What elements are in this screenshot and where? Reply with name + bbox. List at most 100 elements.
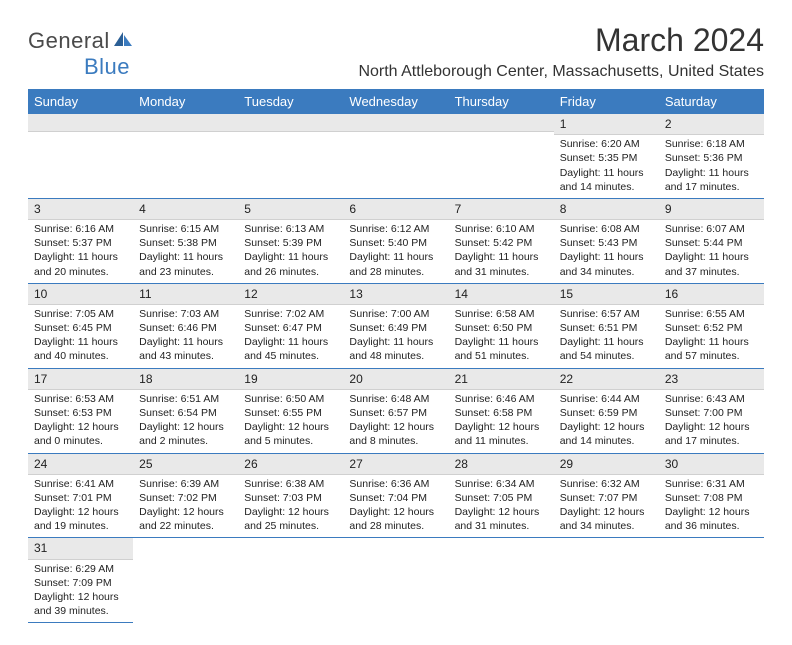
- day-cell: [238, 114, 343, 198]
- sunrise-text: Sunrise: 6:32 AM: [560, 477, 653, 491]
- day-cell: [449, 538, 554, 623]
- day-number: 14: [449, 284, 554, 305]
- daylight-line2: and 17 minutes.: [665, 434, 758, 448]
- day-number: 28: [449, 454, 554, 475]
- day-cell: 5Sunrise: 6:13 AMSunset: 5:39 PMDaylight…: [238, 198, 343, 283]
- day-cell: [343, 538, 448, 623]
- day-cell: 22Sunrise: 6:44 AMSunset: 6:59 PMDayligh…: [554, 368, 659, 453]
- daylight-line1: Daylight: 12 hours: [34, 590, 127, 604]
- day-number: 27: [343, 454, 448, 475]
- sunrise-text: Sunrise: 6:15 AM: [139, 222, 232, 236]
- sunrise-text: Sunrise: 6:16 AM: [34, 222, 127, 236]
- day-number: 1: [554, 114, 659, 135]
- day-cell: 10Sunrise: 7:05 AMSunset: 6:45 PMDayligh…: [28, 283, 133, 368]
- day-cell: [659, 538, 764, 623]
- sunrise-text: Sunrise: 6:51 AM: [139, 392, 232, 406]
- sunrise-text: Sunrise: 6:07 AM: [665, 222, 758, 236]
- day-cell: 15Sunrise: 6:57 AMSunset: 6:51 PMDayligh…: [554, 283, 659, 368]
- day-number: 9: [659, 199, 764, 220]
- dayhead-sun: Sunday: [28, 89, 133, 114]
- daylight-line1: Daylight: 11 hours: [349, 250, 442, 264]
- daylight-line1: Daylight: 12 hours: [560, 505, 653, 519]
- daylight-line1: Daylight: 11 hours: [139, 335, 232, 349]
- daylight-line2: and 34 minutes.: [560, 519, 653, 533]
- day-cell: 21Sunrise: 6:46 AMSunset: 6:58 PMDayligh…: [449, 368, 554, 453]
- day-cell: 8 Sunrise: 6:08 AMSunset: 5:43 PMDaylight…: [554, 198, 659, 283]
- day-cell: 25Sunrise: 6:39 AMSunset: 7:02 PMDayligh…: [133, 453, 238, 538]
- day-cell: [28, 114, 133, 198]
- sunset-text: Sunset: 7:04 PM: [349, 491, 442, 505]
- daylight-line2: and 37 minutes.: [665, 265, 758, 279]
- daylight-line1: Daylight: 11 hours: [560, 250, 653, 264]
- sunrise-text: Sunrise: 6:12 AM: [349, 222, 442, 236]
- daylight-line2: and 51 minutes.: [455, 349, 548, 363]
- sunrise-text: Sunrise: 7:03 AM: [139, 307, 232, 321]
- sunrise-text: Sunrise: 6:50 AM: [244, 392, 337, 406]
- title-block: March 2024 North Attleborough Center, Ma…: [358, 22, 764, 81]
- day-number: 11: [133, 284, 238, 305]
- day-cell: 30Sunrise: 6:31 AMSunset: 7:08 PMDayligh…: [659, 453, 764, 538]
- day-cell: 2Sunrise: 6:18 AMSunset: 5:36 PMDaylight…: [659, 114, 764, 198]
- daylight-line2: and 48 minutes.: [349, 349, 442, 363]
- daylight-line2: and 26 minutes.: [244, 265, 337, 279]
- sunrise-text: Sunrise: 6:31 AM: [665, 477, 758, 491]
- daylight-line2: and 28 minutes.: [349, 519, 442, 533]
- logo-text: General Blue: [28, 28, 134, 80]
- daylight-line1: Daylight: 12 hours: [244, 420, 337, 434]
- dayhead-fri: Friday: [554, 89, 659, 114]
- day-number: 18: [133, 369, 238, 390]
- day-number: 19: [238, 369, 343, 390]
- header: General Blue March 2024 North Attleborou…: [28, 22, 764, 81]
- logo-word2: Blue: [84, 54, 130, 79]
- day-cell: 19 Sunrise: 6:50 AMSunset: 6:55 PMDayligh…: [238, 368, 343, 453]
- sunset-text: Sunset: 6:55 PM: [244, 406, 337, 420]
- day-cell: 29Sunrise: 6:32 AMSunset: 7:07 PMDayligh…: [554, 453, 659, 538]
- sunset-text: Sunset: 5:44 PM: [665, 236, 758, 250]
- daylight-line2: and 31 minutes.: [455, 519, 548, 533]
- day-cell: 14Sunrise: 6:58 AMSunset: 6:50 PMDayligh…: [449, 283, 554, 368]
- day-cell: 16Sunrise: 6:55 AMSunset: 6:52 PMDayligh…: [659, 283, 764, 368]
- daylight-line1: Daylight: 11 hours: [34, 250, 127, 264]
- sunset-text: Sunset: 6:54 PM: [139, 406, 232, 420]
- daylight-line2: and 43 minutes.: [139, 349, 232, 363]
- daylight-line2: and 34 minutes.: [560, 265, 653, 279]
- sunrise-text: Sunrise: 6:58 AM: [455, 307, 548, 321]
- daylight-line2: and 8 minutes.: [349, 434, 442, 448]
- daylight-line1: Daylight: 12 hours: [34, 420, 127, 434]
- sunset-text: Sunset: 7:02 PM: [139, 491, 232, 505]
- day-number: 13: [343, 284, 448, 305]
- day-number: 7: [449, 199, 554, 220]
- daylight-line1: Daylight: 12 hours: [665, 505, 758, 519]
- calendar-body: 1Sunrise: 6:20 AMSunset: 5:35 PMDaylight…: [28, 114, 764, 623]
- sunrise-text: Sunrise: 6:08 AM: [560, 222, 653, 236]
- sunset-text: Sunset: 7:08 PM: [665, 491, 758, 505]
- week-row: 17Sunrise: 6:53 AMSunset: 6:53 PMDayligh…: [28, 368, 764, 453]
- daylight-line1: Daylight: 12 hours: [244, 505, 337, 519]
- daylight-line2: and 22 minutes.: [139, 519, 232, 533]
- day-cell: 27Sunrise: 6:36 AMSunset: 7:04 PMDayligh…: [343, 453, 448, 538]
- sunset-text: Sunset: 6:59 PM: [560, 406, 653, 420]
- daylight-line1: Daylight: 11 hours: [665, 166, 758, 180]
- day-number: 4: [133, 199, 238, 220]
- empty-daynum: [449, 114, 554, 132]
- daylight-line2: and 5 minutes.: [244, 434, 337, 448]
- day-cell: [133, 114, 238, 198]
- daylight-line2: and 40 minutes.: [34, 349, 127, 363]
- daylight-line2: and 54 minutes.: [560, 349, 653, 363]
- day-number: 21: [449, 369, 554, 390]
- daylight-line2: and 57 minutes.: [665, 349, 758, 363]
- sunset-text: Sunset: 5:43 PM: [560, 236, 653, 250]
- logo: General Blue: [28, 28, 134, 80]
- sunrise-text: Sunrise: 6:34 AM: [455, 477, 548, 491]
- daylight-line1: Daylight: 11 hours: [244, 335, 337, 349]
- day-number: 6: [343, 199, 448, 220]
- day-number: 8: [554, 199, 659, 220]
- sunrise-text: Sunrise: 7:02 AM: [244, 307, 337, 321]
- day-cell: [343, 114, 448, 198]
- day-cell: 24Sunrise: 6:41 AMSunset: 7:01 PMDayligh…: [28, 453, 133, 538]
- daylight-line1: Daylight: 11 hours: [455, 250, 548, 264]
- sunrise-text: Sunrise: 6:55 AM: [665, 307, 758, 321]
- day-number: 23: [659, 369, 764, 390]
- day-cell: 1Sunrise: 6:20 AMSunset: 5:35 PMDaylight…: [554, 114, 659, 198]
- empty-daynum: [133, 114, 238, 132]
